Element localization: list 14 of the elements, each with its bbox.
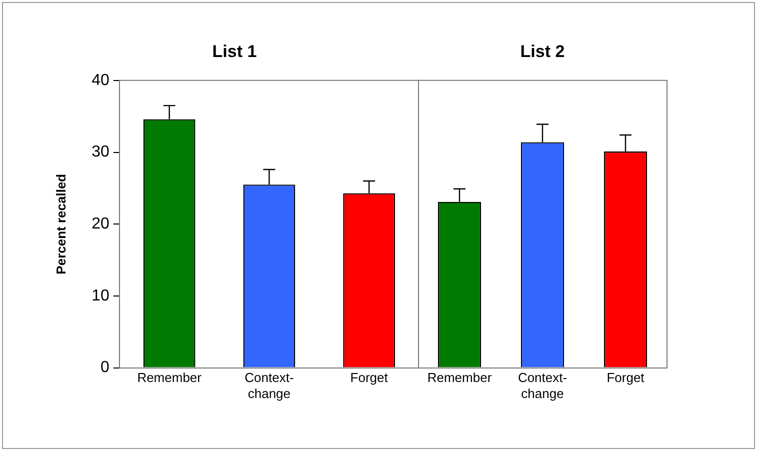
x-tick-label: Forget bbox=[606, 370, 645, 386]
x-tick-label: Context-change bbox=[244, 370, 294, 401]
y-tick-label: 10 bbox=[92, 287, 110, 304]
x-tick-label: Context-change bbox=[518, 370, 568, 401]
chart-title: List 2 bbox=[520, 42, 565, 61]
y-tick-label: 20 bbox=[92, 216, 110, 233]
y-axis-title: Percent recalled bbox=[53, 174, 68, 274]
chart-title: List 1 bbox=[212, 42, 257, 61]
y-tick-label: 30 bbox=[92, 144, 110, 161]
x-tick-label: Remember bbox=[427, 370, 492, 386]
x-tick-label: Forget bbox=[350, 370, 388, 386]
x-tick-label: Remember bbox=[137, 370, 202, 386]
y-tick-label: 40 bbox=[92, 72, 110, 89]
y-tick-label: 0 bbox=[100, 359, 110, 376]
